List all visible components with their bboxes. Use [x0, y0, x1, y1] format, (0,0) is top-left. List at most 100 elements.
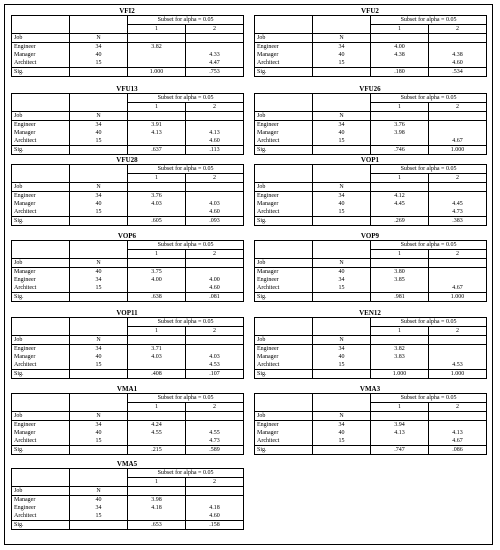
n-cell: 15 [69, 437, 128, 446]
subset-2-cell [428, 267, 487, 276]
n-header: N [312, 335, 371, 345]
header-blank [69, 93, 128, 112]
subset-2-cell [185, 120, 244, 129]
subset-1-cell: 4.24 [127, 420, 186, 429]
n-cell: 34 [69, 191, 128, 200]
job-header: Job [11, 258, 70, 268]
header-blank [254, 93, 313, 112]
subset-1-cell: 3.85 [370, 276, 429, 284]
job-header: Job [11, 486, 70, 496]
job-cell: Engineer [11, 420, 70, 429]
n-cell: 15 [69, 59, 128, 68]
n-cell: 34 [312, 420, 371, 429]
subset-table-vop11: VOP11 Subset for alpha = 0.05 1 2 Job N Engine… [11, 309, 244, 379]
n-cell: 40 [69, 129, 128, 137]
n-header: N [69, 411, 128, 421]
job-cell: Architect [11, 137, 70, 146]
job-cell: Architect [254, 59, 313, 68]
header-blank [370, 335, 429, 345]
n-cell: 15 [312, 437, 371, 446]
sig-label: Sig. [11, 216, 70, 226]
table-title: VFU28 [116, 156, 138, 164]
sig-value-2: .534 [428, 67, 487, 77]
header-blank [11, 393, 70, 412]
subset-1-cell: 4.13 [127, 129, 186, 137]
subset-col-1-header: 1 [127, 249, 186, 259]
n-cell: 34 [69, 420, 128, 429]
n-cell: 15 [312, 361, 371, 370]
n-cell: 15 [312, 137, 371, 146]
sig-label: Sig. [254, 369, 313, 379]
header-blank [370, 258, 429, 268]
n-cell: 34 [312, 191, 371, 200]
header-blank [370, 111, 429, 121]
job-header: Job [254, 182, 313, 192]
subset-1-cell [127, 284, 186, 293]
sig-value-1: 1.000 [127, 67, 186, 77]
job-header: Job [254, 111, 313, 121]
n-cell: 40 [69, 495, 128, 504]
sig-value-2: 1.000 [428, 369, 487, 379]
header-blank [11, 15, 70, 34]
sig-blank [69, 216, 128, 226]
job-cell: Manager [11, 200, 70, 208]
job-cell: Engineer [254, 120, 313, 129]
subset-table-vop1: VOP1 Subset for alpha = 0.05 1 2 Job N Enginee… [254, 156, 487, 226]
subset-2-cell: 4.53 [428, 361, 487, 370]
subset-2-cell: 4.67 [428, 284, 487, 293]
sig-value-2: .113 [185, 145, 244, 155]
header-blank [312, 164, 371, 183]
job-cell: Architect [11, 437, 70, 446]
header-blank [312, 15, 371, 34]
subset-2-cell: 4.00 [185, 276, 244, 284]
job-cell: Manager [11, 495, 70, 504]
sig-value-2: 1.000 [428, 145, 487, 155]
subset-table-vfi2: VFI2 Subset for alpha = 0.05 1 2 Job N Enginee… [11, 7, 244, 77]
sig-value-2: .081 [185, 292, 244, 302]
sig-value-2: .093 [185, 216, 244, 226]
header-blank [428, 258, 487, 268]
job-cell: Engineer [254, 344, 313, 353]
header-blank [127, 182, 186, 192]
subset-2-cell: 4.03 [185, 200, 244, 208]
subset-table-vma5: VMA5 Subset for alpha = 0.05 1 2 Job N Manager… [11, 460, 244, 530]
table-title: VOP1 [360, 156, 380, 164]
sig-value-2: .753 [185, 67, 244, 77]
subset-header: Subset for alpha = 0.05 [127, 15, 244, 25]
subset-2-cell: 4.18 [185, 504, 244, 512]
sig-value-1: .269 [370, 216, 429, 226]
sig-value-1: .747 [370, 445, 429, 455]
subset-1-cell [127, 512, 186, 521]
sig-value-1: .605 [127, 216, 186, 226]
n-cell: 15 [69, 284, 128, 293]
subset-2-cell [185, 42, 244, 51]
subset-col-1-header: 1 [370, 102, 429, 112]
table-title: VMA5 [116, 460, 138, 468]
header-blank [11, 468, 70, 487]
subset-header: Subset for alpha = 0.05 [127, 393, 244, 403]
subset-1-cell: 3.91 [127, 120, 186, 129]
header-blank [254, 317, 313, 336]
n-header: N [69, 486, 128, 496]
subset-header: Subset for alpha = 0.05 [127, 93, 244, 103]
subset-col-1-header: 1 [127, 402, 186, 412]
subset-1-cell: 3.98 [370, 129, 429, 137]
subset-1-cell: 3.76 [370, 120, 429, 129]
n-cell: 34 [312, 276, 371, 284]
header-blank [185, 182, 244, 192]
job-header: Job [254, 258, 313, 268]
n-header: N [69, 111, 128, 121]
subset-1-cell: 4.13 [370, 429, 429, 437]
subset-1-cell: 4.55 [127, 429, 186, 437]
n-header: N [312, 33, 371, 43]
table-title: VMA1 [116, 385, 138, 393]
sig-value-1: .215 [127, 445, 186, 455]
job-header: Job [11, 335, 70, 345]
subset-col-2-header: 2 [428, 249, 487, 259]
subset-col-1-header: 1 [127, 173, 186, 183]
subset-table-vop6: VOP6 Subset for alpha = 0.05 1 2 Job N Manager… [11, 232, 244, 302]
subset-2-cell: 4.03 [185, 353, 244, 361]
n-cell: 15 [69, 361, 128, 370]
table-title: VMA3 [359, 385, 381, 393]
job-cell: Architect [254, 437, 313, 446]
